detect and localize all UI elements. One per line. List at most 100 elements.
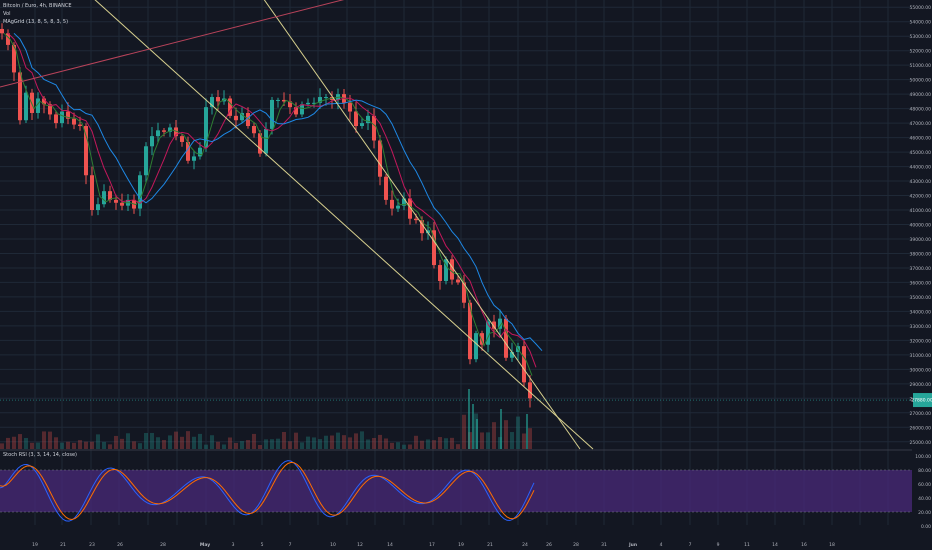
candle-body: [372, 115, 376, 141]
volume-bar: [426, 439, 430, 449]
volume-bar: [234, 442, 238, 449]
time-tick-label: 9: [717, 542, 720, 548]
volume-bar: [42, 431, 46, 449]
candles: [0, 23, 532, 408]
candle-body: [120, 202, 124, 206]
candle-body: [378, 140, 382, 177]
volume-bar: [66, 441, 70, 449]
candle-body: [114, 199, 118, 203]
volume-bar: [378, 434, 382, 449]
price-tick-label: 50000.00: [910, 78, 932, 84]
time-tick-label: 17: [429, 542, 435, 548]
volume-bar: [156, 437, 160, 449]
price-tick-label: 36000.00: [910, 280, 932, 286]
candle-body: [252, 126, 256, 134]
candle-body: [144, 146, 148, 176]
volume-bar: [420, 440, 424, 449]
volume-bar: [204, 444, 208, 449]
time-tick-label: 14: [387, 542, 393, 548]
volume-bar: [516, 416, 520, 449]
volume-bar: [168, 435, 172, 449]
volume-bar: [36, 442, 40, 449]
moving-averages: [3, 32, 543, 376]
volume-bar: [198, 433, 202, 449]
volume-bar: [54, 437, 58, 449]
time-axis-bg: [0, 537, 932, 550]
time-tick-label: 28: [160, 542, 166, 548]
volume-bar: [264, 439, 268, 449]
volume-bar: [102, 441, 106, 449]
volume-bar: [114, 435, 118, 449]
candle-body: [102, 191, 106, 205]
time-tick-label: 21: [60, 542, 66, 548]
stoch-rsi-legend[interactable]: Stoch RSI (3, 3, 14, 14, close): [3, 452, 77, 458]
volume-bar: [384, 438, 388, 449]
volume-bar: [12, 436, 16, 449]
price-tick-label: 32000.00: [910, 338, 932, 344]
candle-body: [78, 124, 82, 127]
volume-bar: [396, 442, 400, 449]
candle-body: [90, 175, 94, 211]
candle-body: [282, 99, 286, 102]
time-tick-label: 7: [289, 542, 292, 548]
volume-bar: [522, 433, 526, 449]
time-tick-label: 19: [32, 542, 38, 548]
candle-body: [396, 205, 400, 209]
price-tick-label: 45000.00: [910, 150, 932, 156]
candle-body: [84, 126, 88, 176]
price-axis[interactable]: 55000.00 54000.00 53000.00 52000.00 51000.00…: [910, 0, 932, 450]
candle-body: [414, 218, 418, 221]
symbol-title[interactable]: Bitcoin / Euro, 4h, BINANCE: [3, 3, 72, 9]
rsi-tick-label: 100.00: [915, 454, 931, 460]
candle-body: [402, 198, 406, 206]
time-tick-label: 31: [601, 542, 607, 548]
candle-body: [234, 115, 238, 121]
volume-bar: [390, 442, 394, 449]
volume-bar: [492, 422, 496, 449]
candle-body: [276, 99, 280, 101]
time-tick-label: 16: [801, 542, 807, 548]
candle-body: [168, 127, 172, 132]
price-tick-label: 47000.00: [910, 121, 932, 127]
volume-spike: [468, 389, 470, 449]
volume-bar: [126, 433, 130, 449]
candle-body: [510, 351, 514, 358]
candle-body: [6, 33, 10, 45]
volume-bar: [108, 444, 112, 449]
candle-body: [288, 101, 292, 108]
volume-bars: [0, 389, 532, 449]
price-tick-label: 49000.00: [910, 92, 932, 98]
trendlines[interactable]: [0, 0, 912, 450]
volume-legend[interactable]: Vol: [3, 11, 11, 17]
rsi-tick-label: 60.00: [918, 482, 931, 488]
time-axis[interactable]: 19 21 23 26 28 May 3 5 7 10 12 14 17 19 21 24 26 28 31 Jun 4…: [0, 537, 932, 550]
volume-bar: [132, 441, 136, 449]
volume-bar: [360, 431, 364, 449]
ma-legend[interactable]: MAgGrid (13, 8, 5, 8, 3, 5): [3, 19, 69, 25]
trendline-2: [263, 0, 581, 450]
price-tick-label: 44000.00: [910, 165, 932, 171]
volume-bar: [432, 440, 436, 449]
candle-body: [12, 44, 16, 73]
volume-bar: [528, 428, 532, 449]
volume-bar: [354, 433, 358, 449]
rsi-axis-bg: [912, 451, 932, 527]
ma-mid-line: [7, 32, 537, 368]
candle-body: [312, 102, 316, 104]
candle-body: [432, 230, 436, 266]
trendline-1: [94, 0, 594, 450]
candle-body: [444, 259, 448, 281]
time-tick-label: 5: [261, 542, 264, 548]
candle-body: [438, 265, 442, 281]
candle-body: [30, 92, 34, 113]
volume-bar: [18, 434, 22, 449]
volume-bar: [372, 437, 376, 449]
last-price-badge: 27880.00: [911, 393, 932, 408]
price-axis-bg: [912, 0, 932, 450]
candle-body: [192, 156, 196, 161]
candle-body: [42, 98, 46, 105]
time-tick-label: May: [200, 542, 210, 548]
candle-body: [264, 128, 268, 154]
candle-body: [270, 99, 274, 129]
